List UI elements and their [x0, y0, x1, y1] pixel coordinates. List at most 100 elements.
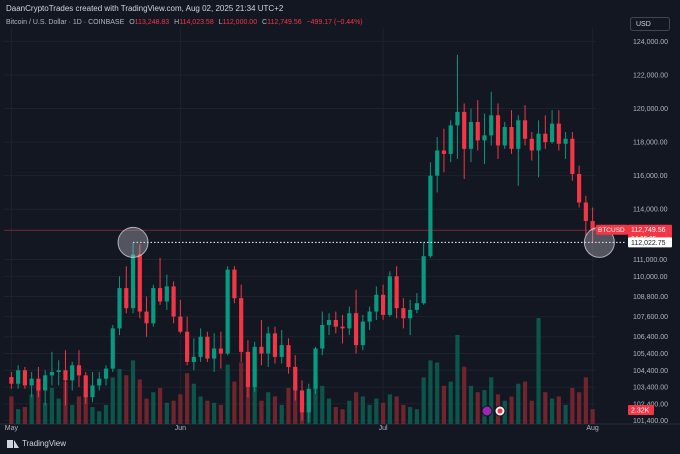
candle-body	[489, 115, 494, 136]
y-tick-label: 102,400.00	[633, 401, 668, 408]
level-badge	[628, 237, 672, 248]
volume-bar	[387, 394, 392, 424]
candle-body	[279, 345, 284, 357]
volume-bar	[157, 387, 163, 424]
volume-bar	[340, 409, 345, 424]
volume-bar	[556, 396, 561, 424]
candle-body	[435, 150, 440, 176]
volume-bar	[543, 392, 548, 424]
volume-bar	[225, 364, 230, 424]
candle-body	[387, 276, 392, 315]
candle-body	[83, 375, 88, 398]
open-value: 113,248.83	[134, 19, 170, 26]
candle-body	[333, 319, 338, 327]
candle-body	[293, 366, 298, 391]
price-candles	[9, 54, 595, 423]
volume-bar	[293, 383, 298, 424]
candle-body	[536, 133, 541, 151]
volume-bar	[171, 400, 176, 424]
candle-body	[245, 351, 251, 388]
candle-body	[70, 365, 75, 381]
candle-body	[340, 326, 345, 329]
volume-bar	[36, 385, 41, 424]
candle-body	[130, 254, 136, 309]
candle-body	[401, 308, 406, 319]
volume-bar	[130, 360, 136, 424]
y-tick-label: 118,000.00	[633, 140, 668, 147]
volume-bar	[347, 400, 352, 424]
volume-bar	[522, 381, 528, 424]
candle-body	[144, 311, 149, 324]
volume-bar	[333, 407, 338, 424]
y-tick-label: 111,000.00	[633, 257, 667, 264]
candle-body	[49, 371, 55, 376]
volume-bar	[590, 409, 595, 424]
volume-bar	[279, 404, 284, 424]
x-tick-label: May	[5, 425, 19, 432]
volume-bar	[475, 392, 480, 424]
volume-bar	[137, 379, 142, 424]
candle-body	[556, 123, 561, 144]
y-tick-label: 101,400.00	[633, 418, 668, 425]
volume-bar	[29, 394, 34, 424]
candle-body	[543, 133, 548, 143]
candle-body	[563, 138, 568, 144]
volume-bar	[144, 398, 149, 424]
low-label: L	[218, 19, 223, 26]
candle-body	[353, 313, 359, 346]
volume-bar	[509, 396, 514, 424]
volume-bar	[367, 404, 372, 424]
candle-body	[124, 288, 129, 309]
candle-body	[232, 269, 237, 299]
candle-body	[259, 346, 264, 354]
y-tick-label: 108,800.00	[633, 294, 668, 301]
candle-body	[448, 125, 453, 154]
volume-bar	[232, 381, 237, 424]
currency-button[interactable]: USD	[630, 17, 670, 31]
volume-bar	[286, 387, 291, 424]
volume-bar	[103, 404, 109, 424]
candle-body	[191, 356, 196, 362]
volume-bar	[185, 373, 190, 424]
tradingview-branding[interactable]: TradingView	[7, 439, 66, 448]
volume-bar	[239, 362, 244, 424]
low-value: 112,000.00	[222, 19, 258, 26]
candle-body	[266, 333, 271, 354]
volume-bar	[76, 396, 82, 424]
chart-grid	[0, 28, 680, 425]
volume-bar	[408, 407, 413, 424]
candle-body	[103, 368, 109, 379]
high-label: H	[174, 19, 180, 26]
candle-body	[16, 370, 21, 384]
volume-bar	[191, 383, 196, 424]
symbol-description: Bitcoin / U.S. Dollar · 1D · COINBASE	[6, 19, 125, 26]
candle-body	[583, 202, 588, 221]
y-tick-label: 106,400.00	[633, 334, 668, 341]
candle-body	[22, 370, 27, 386]
x-tick-label: Jun	[175, 425, 186, 432]
candle-body	[225, 269, 230, 354]
price-change: −499.17 (−0.44%)	[306, 19, 363, 26]
candle-body	[157, 288, 163, 302]
candle-body	[43, 375, 48, 391]
volume-bar	[401, 404, 406, 424]
candle-body	[137, 254, 142, 312]
price-axis[interactable]: 124,000.00 122,000.00 120,000.00 118,000.00…	[596, 39, 672, 425]
volume-bar	[441, 385, 447, 424]
volume-bar	[489, 377, 494, 424]
highlight-circle	[117, 226, 149, 258]
time-axis[interactable]: May Jun Jul Aug	[5, 425, 599, 432]
volume-bar	[16, 409, 21, 424]
candle-body	[239, 298, 244, 352]
volume-bar	[70, 404, 75, 424]
y-tick-label: 105,400.00	[633, 351, 668, 358]
volume-bar	[9, 396, 14, 424]
candle-body	[164, 286, 169, 302]
volume-bar	[205, 400, 210, 424]
candle-body	[529, 138, 534, 151]
symbol-badge-text: BTCUSD	[598, 227, 625, 234]
y-tick-label: 124,000.00	[633, 39, 668, 46]
y-tick-label: 114,000.00	[633, 207, 668, 214]
close-value: 112,749.56	[267, 19, 302, 26]
